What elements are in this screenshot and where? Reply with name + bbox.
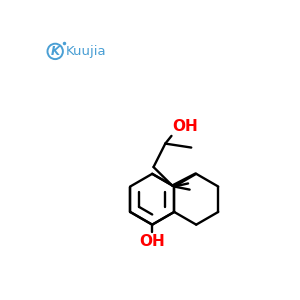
Text: K: K — [51, 45, 60, 58]
Text: OH: OH — [172, 119, 198, 134]
Text: OH: OH — [139, 234, 165, 249]
Text: Kuujia: Kuujia — [66, 45, 106, 58]
